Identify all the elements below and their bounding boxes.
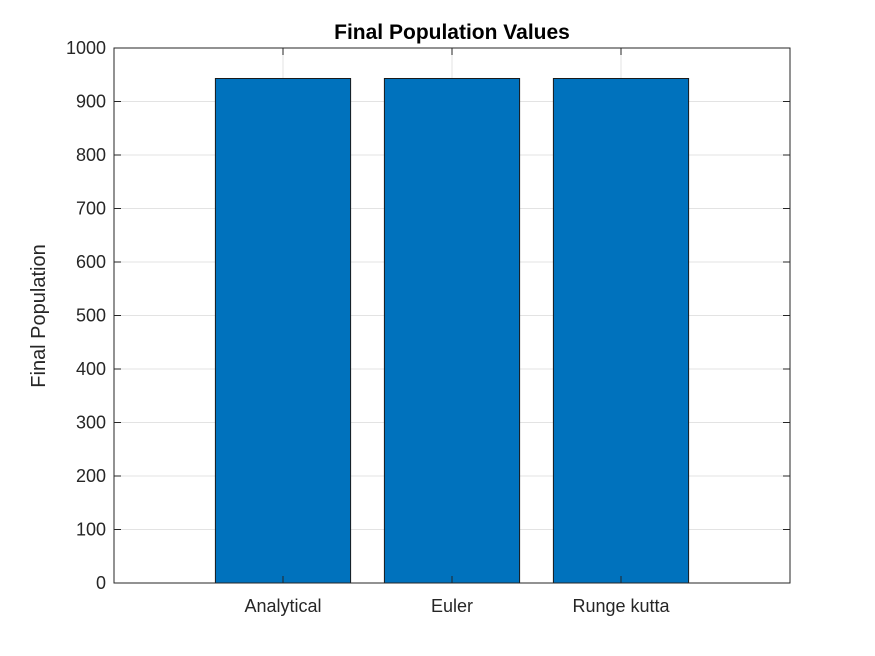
y-tick-label: 900 (76, 92, 106, 112)
y-tick-label: 800 (76, 145, 106, 165)
bar-runge-kutta (552, 77, 690, 584)
y-tick-label: 500 (76, 306, 106, 326)
y-tick-label: 600 (76, 252, 106, 272)
y-tick-label: 300 (76, 413, 106, 433)
ticks-layer: 0 100 200 300 400 500 600 700 800 900 1000 Analytic… (66, 38, 790, 616)
bars-layer (214, 77, 690, 584)
y-axis-label: Final Population (28, 244, 50, 387)
bar-analytical (214, 77, 352, 584)
x-tick-label: Runge kutta (572, 596, 670, 616)
x-tick-label: Analytical (244, 596, 321, 616)
bar-euler (383, 77, 521, 584)
y-tick-label: 700 (76, 199, 106, 219)
y-tick-label: 400 (76, 359, 106, 379)
y-tick-label: 0 (96, 573, 106, 593)
chart-title: Final Population Values (334, 21, 570, 44)
y-tick-label: 200 (76, 466, 106, 486)
x-tick-label: Euler (431, 596, 473, 616)
y-tick-label: 100 (76, 520, 106, 540)
y-tick-label: 1000 (66, 38, 106, 58)
